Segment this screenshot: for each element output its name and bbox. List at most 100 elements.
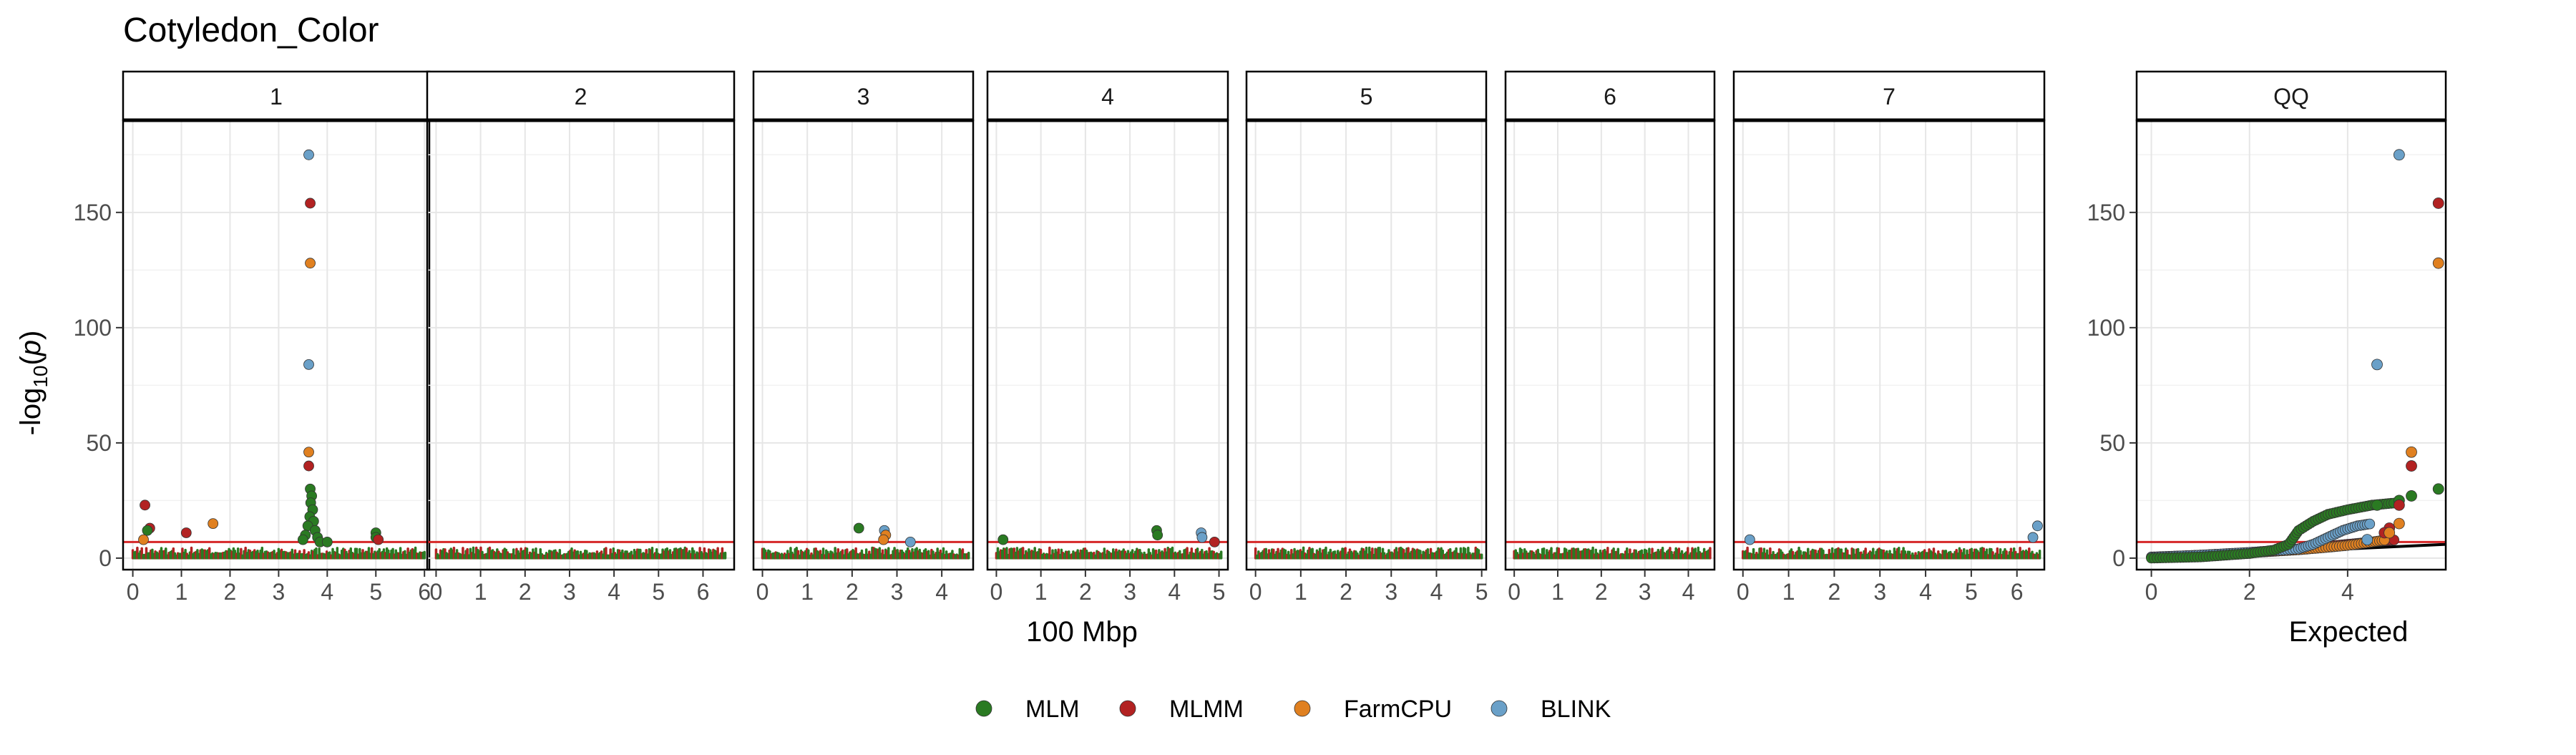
x-tick-label: 5 [1965, 579, 1978, 605]
facet-strip-label: 5 [1360, 84, 1373, 109]
y-axis-label-paren-close: ) [15, 331, 47, 340]
x-tick-label: 2 [224, 579, 237, 605]
x-tick-label: 4 [1682, 579, 1695, 605]
x-tick-label: 3 [1639, 579, 1652, 605]
qq-point-farmcpu [2393, 517, 2405, 530]
legend: MLM MLMM FarmCPU BLINK [975, 696, 1611, 723]
y-tick-label: 50 [2099, 430, 2125, 456]
data-point-mlmm [140, 500, 150, 511]
qq-point-blink [2361, 534, 2373, 546]
data-point-mlm [853, 522, 864, 534]
x-tick-label: 0 [430, 579, 443, 605]
manhattan-panel-3: 3 0 1 2 3 4 [752, 70, 975, 605]
legend-key-mlm [975, 700, 992, 717]
facet-strip-label: 7 [1883, 84, 1896, 109]
legend-key-blink [1491, 700, 1508, 717]
x-tick-label: 0 [2145, 579, 2158, 605]
data-point-mlm [1152, 530, 1163, 541]
x-tick-label: 5 [369, 579, 382, 605]
data-point-farmcpu [303, 447, 314, 458]
x-tick-label: 2 [1079, 579, 1092, 605]
facet-strip [752, 70, 975, 122]
x-tick-label: 0 [127, 579, 140, 605]
facet-strip-label: 1 [270, 84, 283, 109]
facet-strip [1732, 70, 2046, 122]
x-axis-label-manhattan: 100 Mbp [1026, 616, 1138, 648]
data-point-farmcpu [305, 258, 316, 269]
x-tick-label: 2 [1828, 579, 1841, 605]
svg-text:-log10(p): -log10(p) [15, 331, 52, 436]
y-tick-label: 0 [2112, 545, 2125, 571]
panel-border [426, 119, 736, 571]
x-tick-label: 0 [1737, 579, 1750, 605]
data-point-blink [1744, 534, 1755, 545]
y-tick-label: 50 [86, 430, 112, 456]
data-point-mlmm [305, 198, 316, 209]
x-tick-label: 6 [2011, 579, 2024, 605]
panel-border [1245, 119, 1488, 571]
x-tick-label: 4 [321, 579, 333, 605]
x-tick-label: 1 [801, 579, 814, 605]
x-tick-label: 2 [1595, 579, 1608, 605]
facet-strip [2135, 70, 2447, 122]
x-tick-label: 0 [990, 579, 1003, 605]
x-tick-label: 3 [272, 579, 285, 605]
data-point-blink [303, 149, 314, 160]
x-tick-label: 4 [2341, 579, 2354, 605]
x-tick-label: 5 [1475, 579, 1488, 605]
data-point-blink [2032, 520, 2043, 532]
qq-point-blink [2371, 359, 2383, 371]
y-axis-label-var: p [15, 340, 47, 356]
qq-point-mlmm [2393, 499, 2405, 511]
manhattan-panel-7: 7 0 1 2 3 4 5 6 [1732, 70, 2046, 605]
qq-point-farmcpu [2432, 257, 2444, 269]
x-tick-label: 3 [1385, 579, 1397, 605]
x-tick-label: 0 [756, 579, 769, 605]
panel-border [1504, 119, 1716, 571]
x-tick-label: 3 [563, 579, 576, 605]
y-axis-label-sub: 10 [29, 366, 52, 388]
data-point-mlmm [373, 534, 384, 545]
legend-key-mlmm [1119, 700, 1136, 717]
x-tick-label: 3 [1123, 579, 1136, 605]
x-tick-label: 4 [608, 579, 620, 605]
data-point-blink [904, 536, 916, 547]
facet-strip [1504, 70, 1716, 122]
x-tick-label: 4 [935, 579, 948, 605]
x-tick-label: 1 [1782, 579, 1795, 605]
x-tick-label: 0 [1249, 579, 1262, 605]
x-tick-label: 2 [846, 579, 859, 605]
x-tick-label: 5 [1213, 579, 1226, 605]
manhattan-panel-5: 5 0 1 2 3 4 5 [1245, 70, 1488, 605]
x-tick-label: 2 [1340, 579, 1352, 605]
manhattan-panel-1: 1 0 1 2 3 4 5 6 0 50 100 150 [74, 70, 431, 605]
legend-key-farmcpu [1294, 700, 1311, 717]
qq-panel: QQ 0 2 4 0 50 100 150 [2087, 70, 2447, 605]
data-point-mlm [297, 534, 308, 545]
facet-strip-label: 4 [1101, 84, 1114, 109]
y-tick-label: 0 [99, 545, 112, 571]
data-point-blink [2027, 532, 2039, 543]
data-point-mlmm [303, 460, 314, 472]
manhattan-panel-6: 6 0 1 2 3 4 [1504, 70, 1716, 605]
x-tick-label: 1 [175, 579, 188, 605]
data-point-mlm [321, 536, 333, 547]
x-tick-label: 2 [2243, 579, 2256, 605]
facet-strip [122, 70, 431, 122]
x-axis-label-qq: Expected [2289, 616, 2409, 648]
legend-label-blink: BLINK [1541, 696, 1611, 723]
y-tick-label: 100 [2087, 315, 2125, 341]
qq-point-mlmm [2406, 460, 2417, 472]
x-tick-label: 6 [697, 579, 710, 605]
y-tick-label: 100 [74, 315, 112, 341]
x-tick-label: 2 [519, 579, 532, 605]
x-tick-label: 4 [1168, 579, 1181, 605]
legend-label-farmcpu: FarmCPU [1344, 696, 1452, 723]
y-tick-label: 150 [2087, 200, 2125, 225]
x-tick-label: 4 [1919, 579, 1932, 605]
qq-point-mlm [2406, 490, 2417, 502]
legend-label-mlm: MLM [1025, 696, 1080, 723]
legend-label-mlmm: MLMM [1169, 696, 1244, 723]
data-point-mlmm [1209, 536, 1220, 547]
